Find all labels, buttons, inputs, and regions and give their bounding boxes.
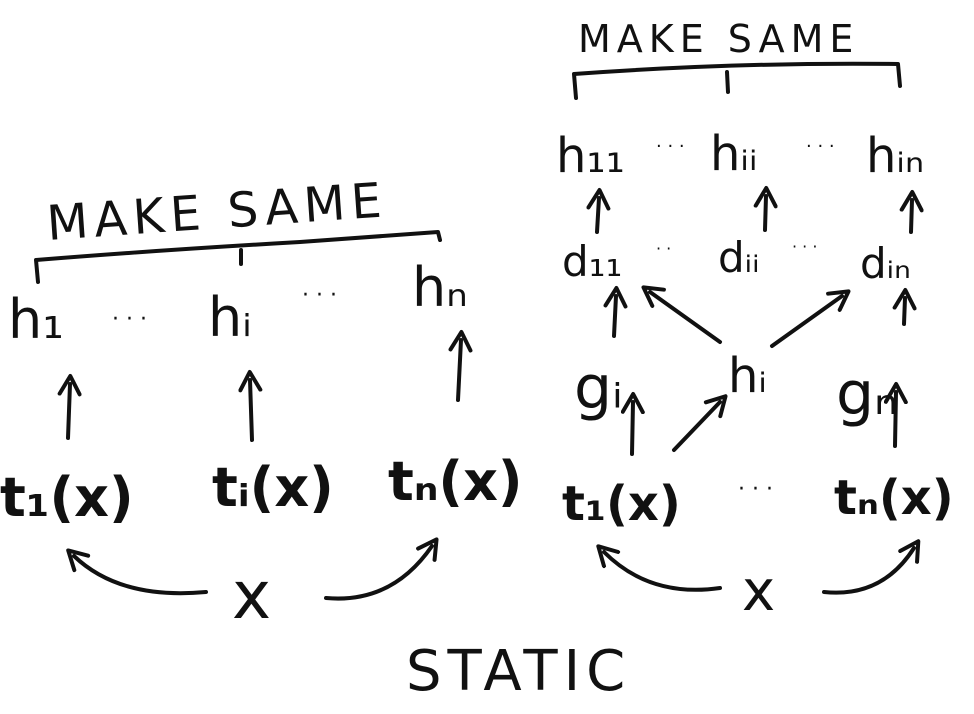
right-d-node-11: d₁₁ [562, 237, 622, 286]
right-h-node-ii: hᵢᵢ [710, 126, 758, 182]
right-h-ellipsis-1: · · · [656, 136, 685, 157]
right-arrow-tn-to-gn [883, 382, 908, 448]
left-arrow-x-to-tn [324, 537, 439, 601]
left-arrow-x-to-t1 [66, 548, 208, 596]
left-t-node-n: tₙ(x) [388, 450, 523, 513]
left-input-x: x [232, 557, 271, 634]
right-d-node-ii: dᵢᵢ [718, 233, 760, 282]
right-arrow-x-to-tn [822, 539, 921, 595]
right-d-ellipsis-2: · · · [792, 237, 817, 256]
left-diagram: MAKE SAME h₁ · · · hᵢ · · · hₙ t₁(x) tᵢ(… [0, 172, 523, 634]
right-make-same-bracket [572, 61, 902, 100]
right-arrow-h1-to-d11 [641, 285, 722, 344]
right-arrow-h1-to-din [770, 289, 851, 348]
left-arrow-ti-to-hi [238, 370, 263, 442]
right-diagram: MAKE SAME h₁₁ · · · hᵢᵢ · · · hᵢₙ d₁₁ · … [556, 17, 954, 624]
right-t-ellipsis: · · · [738, 477, 773, 502]
right-arrow-d11-to-h11 [586, 188, 611, 234]
right-arrow-gn-to-din [892, 288, 917, 326]
left-arrow-t1-to-h1 [57, 374, 82, 440]
right-arrow-t1-to-h1 [672, 394, 728, 452]
left-h-node-1: h₁ [8, 288, 64, 351]
left-t-node-1: t₁(x) [0, 466, 134, 529]
right-arrow-din-to-hin [899, 190, 924, 234]
caption-static: STATIC [406, 639, 631, 704]
right-input-x: x [742, 559, 775, 624]
right-g-node-i: gᵢ [574, 353, 623, 423]
right-h-node-11: h₁₁ [556, 128, 625, 184]
left-h-ellipsis-2: · · · [302, 283, 337, 308]
right-arrow-gi-to-d11 [603, 286, 628, 338]
left-make-same-bracket [34, 230, 442, 284]
right-g-node-n: gₙ [836, 359, 898, 429]
right-d-node-in: dᵢₙ [860, 239, 911, 288]
right-shared-h-node: hᵢ [728, 348, 767, 404]
right-bracket-tick [725, 70, 730, 94]
right-h-node-in: hᵢₙ [866, 128, 924, 184]
right-t-node-n: tₙ(x) [834, 470, 954, 526]
right-arrow-dii-to-hii [753, 186, 778, 232]
left-h-ellipsis-1: · · · [112, 307, 147, 332]
left-h-node-n: hₙ [412, 256, 468, 319]
right-arrow-t1-to-gi [620, 392, 645, 456]
left-arrow-tn-to-hn [448, 330, 473, 402]
left-t-node-i: tᵢ(x) [212, 456, 334, 519]
left-h-node-i: hᵢ [208, 286, 252, 349]
right-d-ellipsis-1: · · [656, 239, 671, 258]
right-arrow-x-to-t1 [596, 544, 722, 592]
right-t-node-1: t₁(x) [562, 476, 681, 532]
right-make-same-label: MAKE SAME [578, 17, 859, 61]
right-h-ellipsis-2: · · · [806, 136, 835, 157]
